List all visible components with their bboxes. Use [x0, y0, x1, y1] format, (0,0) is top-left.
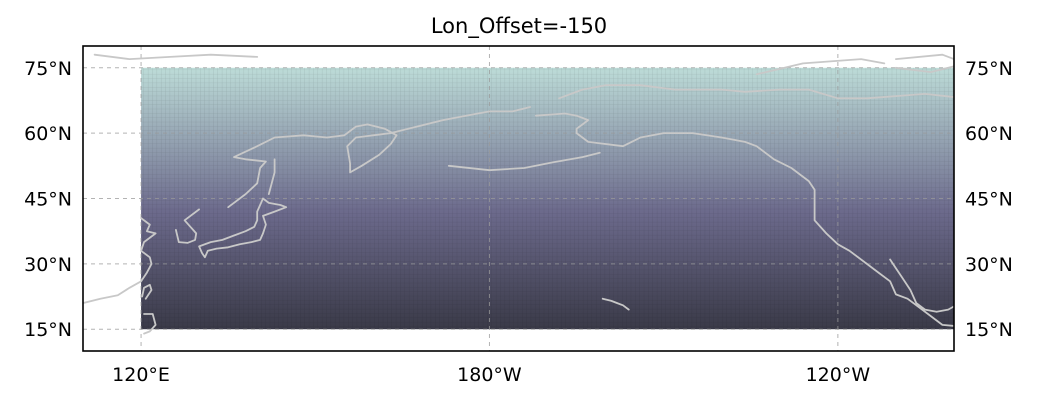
y-tick-label-right: 30°N	[965, 254, 1013, 276]
y-tick-label-left: 15°N	[24, 319, 72, 341]
y-tick-label-left: 30°N	[24, 254, 72, 276]
y-tick-label-right: 60°N	[965, 123, 1013, 145]
y-tick-label-right: 15°N	[965, 319, 1013, 341]
coast-hawaii	[601, 297, 630, 311]
coast-gulf-mexico	[889, 258, 954, 313]
coast-japan-honshu	[198, 197, 288, 259]
y-tick-label-right: 75°N	[965, 58, 1013, 80]
coast-taiwan	[141, 283, 153, 300]
y-tick-label-left: 60°N	[24, 123, 72, 145]
coast-europe-top	[93, 53, 259, 60]
y-tick-label-left: 45°N	[24, 189, 72, 211]
y-tick-label-right: 45°N	[965, 189, 1013, 211]
axes-frame	[82, 45, 955, 352]
gridlines	[83, 46, 954, 351]
coast-china	[83, 217, 157, 304]
coast-aleutians	[447, 151, 601, 172]
y-tick-label-left: 75°N	[24, 58, 72, 80]
coast-philippines	[143, 313, 157, 335]
coast-north-america	[575, 132, 954, 327]
y-tick-labels-left: 15°N 30°N 45°N 60°N 75°N	[24, 58, 72, 341]
x-tick-label: 120°E	[112, 364, 170, 386]
coast-alaska-west	[535, 112, 590, 134]
coast-arctic	[558, 84, 954, 100]
coast-korea	[175, 208, 200, 244]
map-title: Lon_Offset=-150	[431, 14, 607, 39]
coast-arctic-isles-3	[755, 58, 886, 76]
coast-arctic-isles-1	[895, 53, 954, 73]
coast-asia-north	[227, 106, 531, 209]
y-tick-labels-right: 15°N 30°N 45°N 60°N 75°N	[965, 58, 1013, 341]
coastlines	[83, 53, 954, 335]
coast-sakhalin	[267, 158, 276, 195]
x-tick-label: 180°W	[457, 364, 522, 386]
x-tick-label: 120°W	[806, 364, 871, 386]
